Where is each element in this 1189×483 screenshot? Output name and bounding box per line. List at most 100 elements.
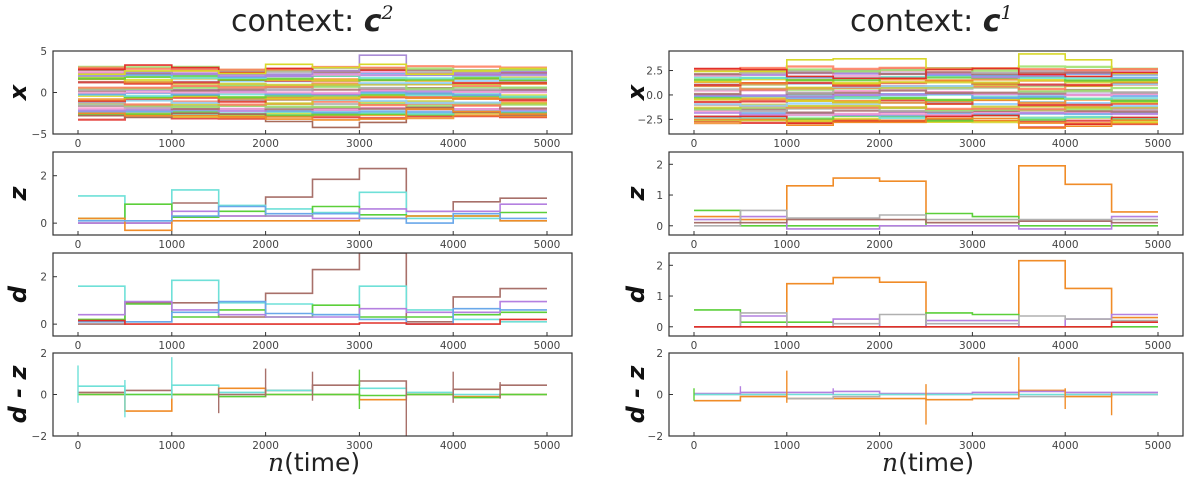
series-z-gray bbox=[694, 209, 1158, 227]
panel-c1-z: 0 1 2 0 1000 2000 3000 4000 5000 z bbox=[622, 151, 1184, 251]
series-d-orange bbox=[694, 259, 1158, 328]
x-tick-label: 3000 bbox=[959, 239, 986, 251]
series-z-violet bbox=[694, 215, 1158, 230]
y-tick-label: 2.5 bbox=[646, 66, 663, 78]
y-axis-label: d bbox=[4, 285, 32, 303]
axes-frame bbox=[668, 151, 1184, 236]
series-d-blue bbox=[78, 300, 547, 325]
y-tick-label: 0 bbox=[40, 218, 47, 230]
title-prefix: context: bbox=[231, 4, 364, 39]
y-tick-label: 5 bbox=[40, 46, 47, 58]
title-symbol: c bbox=[363, 4, 382, 39]
y-tick-label: 0 bbox=[40, 390, 47, 402]
series-x-orange-low bbox=[78, 108, 547, 121]
x-tick-label: 4000 bbox=[1052, 440, 1079, 452]
x-tick-label: 2000 bbox=[252, 239, 279, 251]
y-tick-label: 2 bbox=[40, 348, 47, 360]
x-tick-label: 5000 bbox=[1145, 340, 1172, 352]
x-tick-label: 4000 bbox=[440, 440, 467, 452]
x-tick-label: 4000 bbox=[1052, 340, 1079, 352]
x-tick-label: 5000 bbox=[1145, 440, 1172, 452]
x-tick-label: 3000 bbox=[346, 239, 373, 251]
y-tick-label: −2 bbox=[648, 431, 663, 443]
plot-area bbox=[694, 259, 1158, 328]
panel-c2-z: 0 2 0 1000 2000 3000 4000 5000 z bbox=[4, 151, 573, 251]
x-tick-label: 0 bbox=[75, 440, 82, 452]
x-tick-label: 3000 bbox=[346, 340, 373, 352]
plot-area bbox=[694, 165, 1158, 230]
y-tick-label: 2 bbox=[656, 348, 663, 360]
series-dz-orange bbox=[694, 389, 1158, 402]
xlabel-rest: (time) bbox=[284, 448, 361, 477]
x-tick-label: 0 bbox=[75, 340, 82, 352]
y-tick-label: −2.5 bbox=[638, 114, 664, 126]
x-tick-label: 0 bbox=[75, 138, 82, 150]
panel-c1-x: −2.5 0.0 2.5 0 1000 2000 3000 4000 5000 x bbox=[622, 50, 1184, 150]
xlabel-left: n(time) bbox=[268, 448, 360, 477]
axes-frame bbox=[52, 151, 573, 236]
x-tick-label: 2000 bbox=[252, 440, 279, 452]
x-tick-label: 1000 bbox=[773, 340, 800, 352]
series-d-red bbox=[694, 321, 1158, 328]
panel-c1-d-z: −2 0 2 0 1000 2000 3000 4000 5000 d - z bbox=[622, 348, 1184, 452]
panel-c2-x: −5 0 5 0 1000 2000 3000 4000 5000 x bbox=[4, 46, 573, 150]
y-axis-label: x bbox=[4, 83, 32, 101]
title-superscript: 1 bbox=[1000, 2, 1013, 24]
panel-c2-d: 0 2 0 1000 2000 3000 4000 5000 d bbox=[4, 252, 573, 352]
x-tick-label: 5000 bbox=[1145, 239, 1172, 251]
x-tick-label: 0 bbox=[691, 340, 698, 352]
y-tick-label: 0.0 bbox=[646, 90, 663, 102]
series-z-brown bbox=[694, 218, 1158, 224]
y-axis-label: d - z bbox=[622, 365, 650, 424]
x-tick-label: 5000 bbox=[534, 138, 561, 150]
panel-c1-d: 0 1 2 0 1000 2000 3000 4000 5000 d bbox=[622, 252, 1184, 352]
series-d-violet bbox=[78, 300, 547, 318]
x-tick-label: 0 bbox=[691, 138, 698, 150]
series-x-purple-peak bbox=[78, 54, 547, 77]
x-tick-label: 1000 bbox=[773, 239, 800, 251]
x-tick-label: 1000 bbox=[158, 340, 185, 352]
column-title-c1: context: c1 bbox=[850, 2, 1013, 39]
y-tick-label: 0 bbox=[656, 322, 663, 334]
series-d-red bbox=[78, 318, 547, 325]
title-prefix: context: bbox=[850, 4, 983, 39]
x-tick-label: 4000 bbox=[1052, 239, 1079, 251]
x-tick-label: 0 bbox=[75, 239, 82, 251]
x-tick-label: 5000 bbox=[534, 340, 561, 352]
xlabel-right: n(time) bbox=[882, 448, 974, 477]
x-tick-label: 5000 bbox=[534, 440, 561, 452]
y-axis-label: x bbox=[622, 83, 650, 101]
x-tick-label: 1000 bbox=[773, 138, 800, 150]
x-tick-label: 3000 bbox=[959, 440, 986, 452]
y-tick-label: −5 bbox=[32, 129, 47, 141]
x-tick-label: 3000 bbox=[959, 138, 986, 150]
series-x-orange-low bbox=[694, 117, 1158, 129]
y-tick-label: 2 bbox=[656, 260, 663, 272]
xlabel-rest: (time) bbox=[898, 448, 975, 477]
xlabel-var: n bbox=[268, 448, 285, 477]
y-tick-label: 1 bbox=[656, 190, 663, 202]
x-tick-label: 2000 bbox=[866, 138, 893, 150]
plot-area bbox=[77, 357, 547, 436]
x-tick-label: 0 bbox=[691, 239, 698, 251]
x-tick-label: 3000 bbox=[959, 340, 986, 352]
x-tick-label: 1000 bbox=[158, 440, 185, 452]
x-tick-label: 2000 bbox=[252, 340, 279, 352]
x-tick-label: 2000 bbox=[866, 239, 893, 251]
y-tick-label: 1 bbox=[656, 291, 663, 303]
plot-area bbox=[694, 53, 1158, 129]
y-tick-label: 2 bbox=[40, 171, 47, 183]
x-tick-label: 2000 bbox=[866, 340, 893, 352]
plot-area bbox=[78, 54, 547, 129]
x-tick-label: 1000 bbox=[158, 138, 185, 150]
series-z-green bbox=[694, 209, 1158, 227]
title-superscript: 2 bbox=[381, 2, 394, 24]
axes-frame bbox=[52, 252, 573, 337]
series-x-red-top bbox=[694, 67, 1158, 80]
y-axis-label: z bbox=[4, 185, 32, 201]
plot-area bbox=[693, 357, 1158, 425]
y-axis-label: z bbox=[622, 185, 650, 201]
series-z-orange bbox=[78, 215, 547, 232]
y-tick-label: −2 bbox=[32, 431, 47, 443]
